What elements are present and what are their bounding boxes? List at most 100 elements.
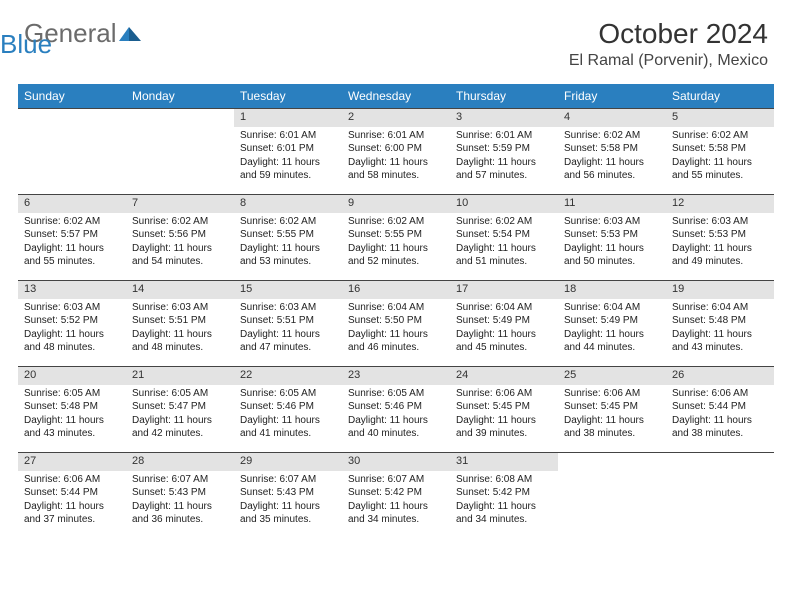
day-detail-cell: Sunrise: 6:02 AMSunset: 5:54 PMDaylight:…	[450, 213, 558, 281]
daylight-line: Daylight: 11 hours and 44 minutes.	[564, 328, 660, 355]
day-detail-cell: Sunrise: 6:03 AMSunset: 5:51 PMDaylight:…	[234, 299, 342, 367]
daylight-line: Daylight: 11 hours and 58 minutes.	[348, 156, 444, 183]
weekday-header: Wednesday	[342, 84, 450, 109]
sunset-line: Sunset: 5:51 PM	[132, 314, 228, 328]
daylight-line: Daylight: 11 hours and 42 minutes.	[132, 414, 228, 441]
day-number-cell: 8	[234, 195, 342, 213]
sunset-line: Sunset: 5:44 PM	[24, 486, 120, 500]
logo-text-part2: Blue	[0, 29, 52, 60]
day-detail-cell: Sunrise: 6:03 AMSunset: 5:53 PMDaylight:…	[666, 213, 774, 281]
day-detail-cell	[126, 127, 234, 195]
sunset-line: Sunset: 5:59 PM	[456, 142, 552, 156]
day-number-cell: 16	[342, 281, 450, 299]
sunset-line: Sunset: 5:47 PM	[132, 400, 228, 414]
day-number-cell: 31	[450, 453, 558, 471]
day-number-cell: 29	[234, 453, 342, 471]
day-number-cell: 10	[450, 195, 558, 213]
sunrise-line: Sunrise: 6:01 AM	[456, 129, 552, 143]
sunrise-line: Sunrise: 6:04 AM	[672, 301, 768, 315]
daylight-line: Daylight: 11 hours and 52 minutes.	[348, 242, 444, 269]
sunrise-line: Sunrise: 6:03 AM	[24, 301, 120, 315]
day-number-cell: 1	[234, 109, 342, 127]
day-number-cell: 21	[126, 367, 234, 385]
sunset-line: Sunset: 5:48 PM	[24, 400, 120, 414]
sunset-line: Sunset: 5:55 PM	[348, 228, 444, 242]
day-detail-cell: Sunrise: 6:07 AMSunset: 5:43 PMDaylight:…	[126, 471, 234, 539]
sunset-line: Sunset: 5:45 PM	[456, 400, 552, 414]
day-number-cell: 3	[450, 109, 558, 127]
daylight-line: Daylight: 11 hours and 43 minutes.	[672, 328, 768, 355]
day-detail-cell: Sunrise: 6:03 AMSunset: 5:51 PMDaylight:…	[126, 299, 234, 367]
sunset-line: Sunset: 5:44 PM	[672, 400, 768, 414]
day-detail-cell: Sunrise: 6:01 AMSunset: 6:01 PMDaylight:…	[234, 127, 342, 195]
sunrise-line: Sunrise: 6:05 AM	[132, 387, 228, 401]
sunrise-line: Sunrise: 6:02 AM	[456, 215, 552, 229]
day-detail-cell: Sunrise: 6:02 AMSunset: 5:58 PMDaylight:…	[558, 127, 666, 195]
daylight-line: Daylight: 11 hours and 47 minutes.	[240, 328, 336, 355]
sunset-line: Sunset: 5:58 PM	[564, 142, 660, 156]
sunset-line: Sunset: 5:54 PM	[456, 228, 552, 242]
day-number-row: 20212223242526	[18, 367, 774, 385]
daylight-line: Daylight: 11 hours and 55 minutes.	[672, 156, 768, 183]
sunset-line: Sunset: 5:49 PM	[456, 314, 552, 328]
sunrise-line: Sunrise: 6:03 AM	[240, 301, 336, 315]
sunrise-line: Sunrise: 6:04 AM	[456, 301, 552, 315]
weekday-header: Thursday	[450, 84, 558, 109]
weekday-header: Tuesday	[234, 84, 342, 109]
day-number-cell: 18	[558, 281, 666, 299]
title-block: October 2024 El Ramal (Porvenir), Mexico	[569, 18, 768, 70]
daylight-line: Daylight: 11 hours and 59 minutes.	[240, 156, 336, 183]
day-number-cell: 23	[342, 367, 450, 385]
daylight-line: Daylight: 11 hours and 48 minutes.	[132, 328, 228, 355]
weekday-header: Friday	[558, 84, 666, 109]
daylight-line: Daylight: 11 hours and 34 minutes.	[456, 500, 552, 527]
sunrise-line: Sunrise: 6:05 AM	[240, 387, 336, 401]
day-detail-cell: Sunrise: 6:06 AMSunset: 5:45 PMDaylight:…	[450, 385, 558, 453]
day-number-cell	[126, 109, 234, 127]
day-detail-row: Sunrise: 6:01 AMSunset: 6:01 PMDaylight:…	[18, 127, 774, 195]
day-detail-row: Sunrise: 6:05 AM Sunset: 5:48 PM Daylight:…	[18, 385, 774, 453]
page-header: General Blue October 2024 El Ramal (Porv…	[0, 0, 792, 78]
sunrise-line: Sunrise: 6:05 AM	[348, 387, 444, 401]
sunrise-line: Sunrise: 6:01 AM	[348, 129, 444, 143]
sunset-line: Sunset: 5:50 PM	[348, 314, 444, 328]
day-number-cell: 7	[126, 195, 234, 213]
day-number-cell: 2	[342, 109, 450, 127]
sunrise-line: Sunrise: 6:03 AM	[132, 301, 228, 315]
sunrise-line: Sunrise: 6:06 AM	[564, 387, 660, 401]
sunrise-line: Sunrise: 6:02 AM	[240, 215, 336, 229]
sunrise-line: Sunrise: 6:07 AM	[132, 473, 228, 487]
daylight-line: Daylight: 11 hours and 50 minutes.	[564, 242, 660, 269]
day-number-cell: 4	[558, 109, 666, 127]
sunset-line: Sunset: 5:45 PM	[564, 400, 660, 414]
day-number-cell: 15	[234, 281, 342, 299]
day-number-cell: 27	[18, 453, 126, 471]
day-detail-cell: Sunrise: 6:04 AMSunset: 5:50 PMDaylight:…	[342, 299, 450, 367]
daylight-line: Daylight: 11 hours and 56 minutes.	[564, 156, 660, 183]
day-detail-cell	[18, 127, 126, 195]
sunrise-line: Sunrise: 6:04 AM	[348, 301, 444, 315]
day-number-cell	[18, 109, 126, 127]
day-number-cell	[558, 453, 666, 471]
day-number-cell: 25	[558, 367, 666, 385]
weekday-header: Saturday	[666, 84, 774, 109]
day-number-cell: 28	[126, 453, 234, 471]
day-detail-cell: Sunrise: 6:02 AMSunset: 5:56 PMDaylight:…	[126, 213, 234, 281]
day-detail-cell: Sunrise: 6:04 AMSunset: 5:49 PMDaylight:…	[558, 299, 666, 367]
sunrise-line: Sunrise: 6:04 AM	[564, 301, 660, 315]
page-title: October 2024	[569, 18, 768, 50]
day-number-row: 12345	[18, 109, 774, 127]
day-detail-cell: Sunrise: 6:05 AMSunset: 5:46 PMDaylight:…	[342, 385, 450, 453]
day-detail-cell: Sunrise: 6:01 AMSunset: 5:59 PMDaylight:…	[450, 127, 558, 195]
daylight-line: Daylight: 11 hours and 51 minutes.	[456, 242, 552, 269]
daylight-line: Daylight: 11 hours and 49 minutes.	[672, 242, 768, 269]
daylight-line: Daylight: 11 hours and 39 minutes.	[456, 414, 552, 441]
sunrise-line: Sunrise: 6:03 AM	[672, 215, 768, 229]
day-number-row: 13141516171819	[18, 281, 774, 299]
daylight-line: Daylight: 11 hours and 48 minutes.	[24, 328, 120, 355]
sunrise-line: Sunrise: 6:02 AM	[672, 129, 768, 143]
sunset-line: Sunset: 5:53 PM	[672, 228, 768, 242]
day-detail-cell: Sunrise: 6:01 AMSunset: 6:00 PMDaylight:…	[342, 127, 450, 195]
day-detail-cell: Sunrise: 6:06 AMSunset: 5:44 PMDaylight:…	[18, 471, 126, 539]
day-number-cell: 14	[126, 281, 234, 299]
